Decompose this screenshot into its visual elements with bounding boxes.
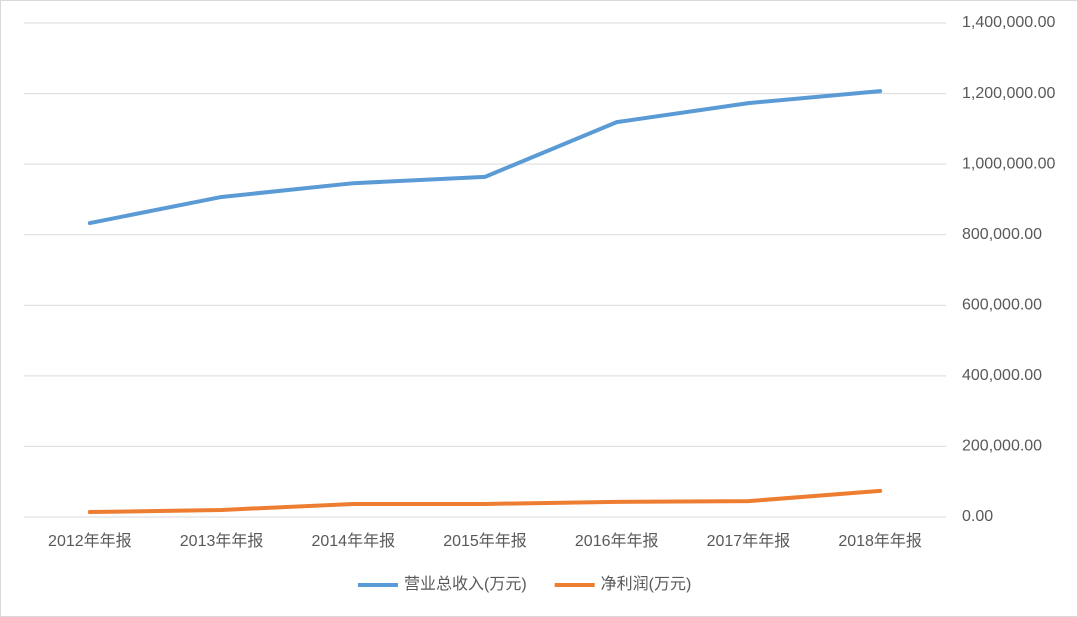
legend-label: 净利润(万元) bbox=[601, 575, 692, 593]
y-tick-label: 1,000,000.00 bbox=[962, 155, 1056, 172]
x-tick-label: 2012年年报 bbox=[48, 532, 132, 550]
legend-label: 营业总收入(万元) bbox=[404, 575, 527, 593]
x-tick-label: 2013年年报 bbox=[180, 532, 264, 550]
y-tick-label: 1,200,000.00 bbox=[962, 85, 1056, 102]
y-tick-label: 800,000.00 bbox=[962, 226, 1042, 243]
y-tick-label: 400,000.00 bbox=[962, 367, 1042, 384]
y-tick-label: 600,000.00 bbox=[962, 297, 1042, 314]
y-tick-label: 1,400,000.00 bbox=[962, 14, 1056, 31]
y-tick-label: 0.00 bbox=[962, 508, 993, 525]
series-line bbox=[87, 89, 883, 226]
x-tick-label: 2016年年报 bbox=[575, 532, 659, 550]
x-tick-label: 2015年年报 bbox=[443, 532, 527, 550]
series-line bbox=[87, 488, 883, 515]
x-tick-label: 2018年年报 bbox=[838, 532, 922, 550]
y-tick-label: 200,000.00 bbox=[962, 438, 1042, 455]
x-tick-label: 2014年年报 bbox=[311, 532, 395, 550]
x-tick-label: 2017年年报 bbox=[707, 532, 791, 550]
